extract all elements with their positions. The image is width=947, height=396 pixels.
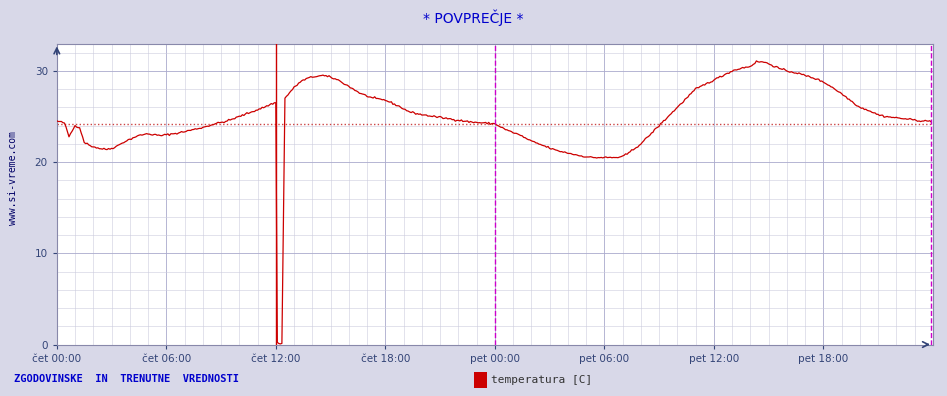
Text: temperatura [C]: temperatura [C] <box>491 375 593 385</box>
Text: www.si-vreme.com: www.si-vreme.com <box>8 131 18 225</box>
Text: * POVPREČJE *: * POVPREČJE * <box>423 10 524 27</box>
Text: ZGODOVINSKE  IN  TRENUTNE  VREDNOSTI: ZGODOVINSKE IN TRENUTNE VREDNOSTI <box>14 374 240 384</box>
